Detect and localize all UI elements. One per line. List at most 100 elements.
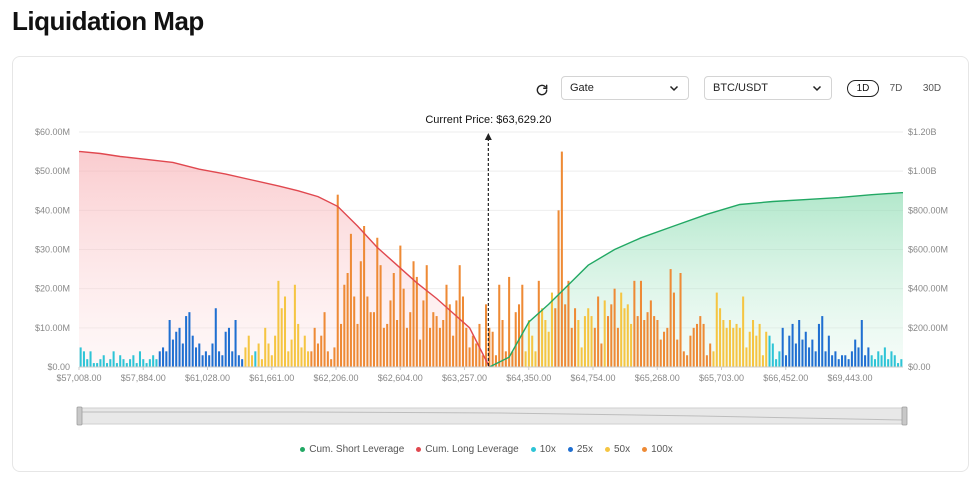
liquidation-bar-100x — [666, 327, 669, 367]
y-right-tick-label: $800.00M — [908, 205, 948, 215]
liquidation-bar-25x — [162, 347, 165, 367]
range-slider-track[interactable] — [78, 407, 906, 425]
liquidation-bar-100x — [405, 327, 408, 367]
range-slider-right-handle[interactable] — [901, 406, 908, 426]
exchange-select[interactable]: Gate — [561, 76, 689, 100]
liquidation-bar-100x — [448, 304, 451, 367]
liquidation-bar-50x — [541, 308, 544, 367]
refresh-button[interactable] — [532, 80, 552, 100]
y-left-tick-label: $30.00M — [35, 245, 70, 255]
liquidation-bar-100x — [508, 276, 511, 367]
liquidation-bar-50x — [280, 308, 283, 367]
liquidation-bar-100x — [646, 312, 649, 367]
liquidation-bar-25x — [850, 351, 853, 367]
timeframe-7d-button[interactable]: 7D — [889, 83, 903, 94]
legend-item-100x[interactable]: 100x — [642, 444, 673, 455]
liquidation-bar-100x — [415, 276, 418, 367]
cumulative-lines — [78, 150, 904, 368]
liquidation-bars — [79, 151, 903, 367]
liquidation-bar-100x — [382, 327, 385, 367]
liquidation-bar-100x — [432, 312, 435, 367]
liquidation-bar-100x — [686, 355, 689, 367]
liquidation-bar-25x — [211, 343, 214, 367]
liquidation-bar-50x — [742, 296, 745, 367]
range-slider-left-handle[interactable] — [76, 406, 83, 426]
liquidation-bar-100x — [564, 304, 567, 367]
liquidation-bar-50x — [251, 355, 254, 367]
legend-label: Cum. Long Leverage — [425, 444, 519, 455]
legend-item-10x[interactable]: 10x — [530, 444, 556, 455]
liquidation-bar-50x — [277, 280, 280, 367]
liquidation-bar-50x — [590, 316, 593, 367]
liquidation-bar-10x — [771, 343, 774, 367]
liquidation-bar-50x — [583, 316, 586, 367]
liquidation-bar-25x — [794, 343, 797, 367]
y-right-tick-label: $0.00 — [908, 362, 931, 372]
liquidation-bar-10x — [92, 363, 95, 367]
liquidation-bar-50x — [752, 320, 755, 367]
liquidation-bar-100x — [593, 327, 596, 367]
liquidation-bar-100x — [336, 194, 339, 367]
liquidation-bar-10x — [142, 359, 145, 367]
liquidation-bar-50x — [267, 343, 270, 367]
liquidation-bar-50x — [722, 320, 725, 367]
liquidation-bar-100x — [386, 323, 389, 367]
x-tick-label: $65,703.00 — [699, 373, 744, 383]
liquidation-bar-50x — [761, 355, 764, 367]
timeframe-1d-button[interactable]: 1D — [847, 80, 879, 97]
liquidation-bar-25x — [837, 359, 840, 367]
pair-select[interactable]: BTC/USDT — [704, 76, 832, 100]
liquidation-bar-50x — [765, 331, 768, 367]
liquidation-bar-25x — [158, 351, 161, 367]
liquidation-bar-10x — [109, 359, 112, 367]
liquidation-bar-50x — [290, 339, 293, 367]
liquidation-bar-100x — [494, 355, 497, 367]
legend-item-cum-long[interactable]: Cum. Long Leverage — [416, 444, 519, 455]
liquidation-bar-10x — [132, 355, 135, 367]
liquidation-bar-100x — [633, 280, 636, 367]
liquidation-bar-100x — [346, 273, 349, 367]
liquidation-bar-50x — [748, 331, 751, 367]
x-tick-label: $61,661.00 — [249, 373, 294, 383]
liquidation-bar-100x — [475, 343, 478, 367]
liquidation-bar-25x — [814, 351, 817, 367]
legend-item-cum-short[interactable]: Cum. Short Leverage — [300, 444, 404, 455]
liquidation-bar-100x — [705, 355, 708, 367]
liquidation-bar-100x — [702, 323, 705, 367]
timeframe-30d-button[interactable]: 30D — [922, 83, 942, 94]
range-slider[interactable] — [76, 406, 908, 426]
legend-item-50x[interactable]: 50x — [604, 444, 630, 455]
liquidation-bar-50x — [270, 355, 273, 367]
liquidation-bar-100x — [316, 343, 319, 367]
liquidation-bar-10x — [768, 335, 771, 367]
liquidation-bar-100x — [366, 296, 369, 367]
liquidation-bar-100x — [676, 339, 679, 367]
x-tick-label: $61,028.00 — [185, 373, 230, 383]
y-right-tick-label: $400.00M — [908, 284, 948, 294]
liquidation-bar-50x — [527, 320, 530, 367]
legend-label: Cum. Short Leverage — [309, 444, 405, 455]
liquidation-bar-25x — [194, 347, 198, 367]
liquidation-bar-25x — [824, 351, 827, 367]
liquidation-bar-25x — [191, 335, 194, 367]
liquidation-bar-10x — [890, 351, 893, 367]
exchange-select-value: Gate — [570, 82, 594, 94]
liquidation-bar-25x — [860, 320, 863, 367]
liquidation-bar-25x — [201, 355, 204, 367]
liquidation-bar-25x — [831, 355, 834, 367]
x-tick-label: $64,350.00 — [506, 373, 551, 383]
liquidation-bar-100x — [340, 323, 343, 367]
liquidation-bar-10x — [893, 355, 896, 367]
liquidation-bar-100x — [600, 343, 603, 367]
liquidation-bar-25x — [841, 355, 844, 367]
liquidation-bar-100x — [392, 273, 395, 367]
liquidation-bar-10x — [883, 347, 886, 367]
legend-item-25x[interactable]: 25x — [567, 444, 593, 455]
liquidation-bar-100x — [709, 343, 712, 367]
liquidation-bar-25x — [208, 355, 211, 367]
liquidation-bar-100x — [649, 300, 652, 367]
liquidation-bar-100x — [613, 288, 616, 367]
liquidation-bar-10x — [775, 359, 778, 367]
liquidation-bar-10x — [148, 359, 151, 367]
liquidation-bar-50x — [287, 351, 290, 367]
